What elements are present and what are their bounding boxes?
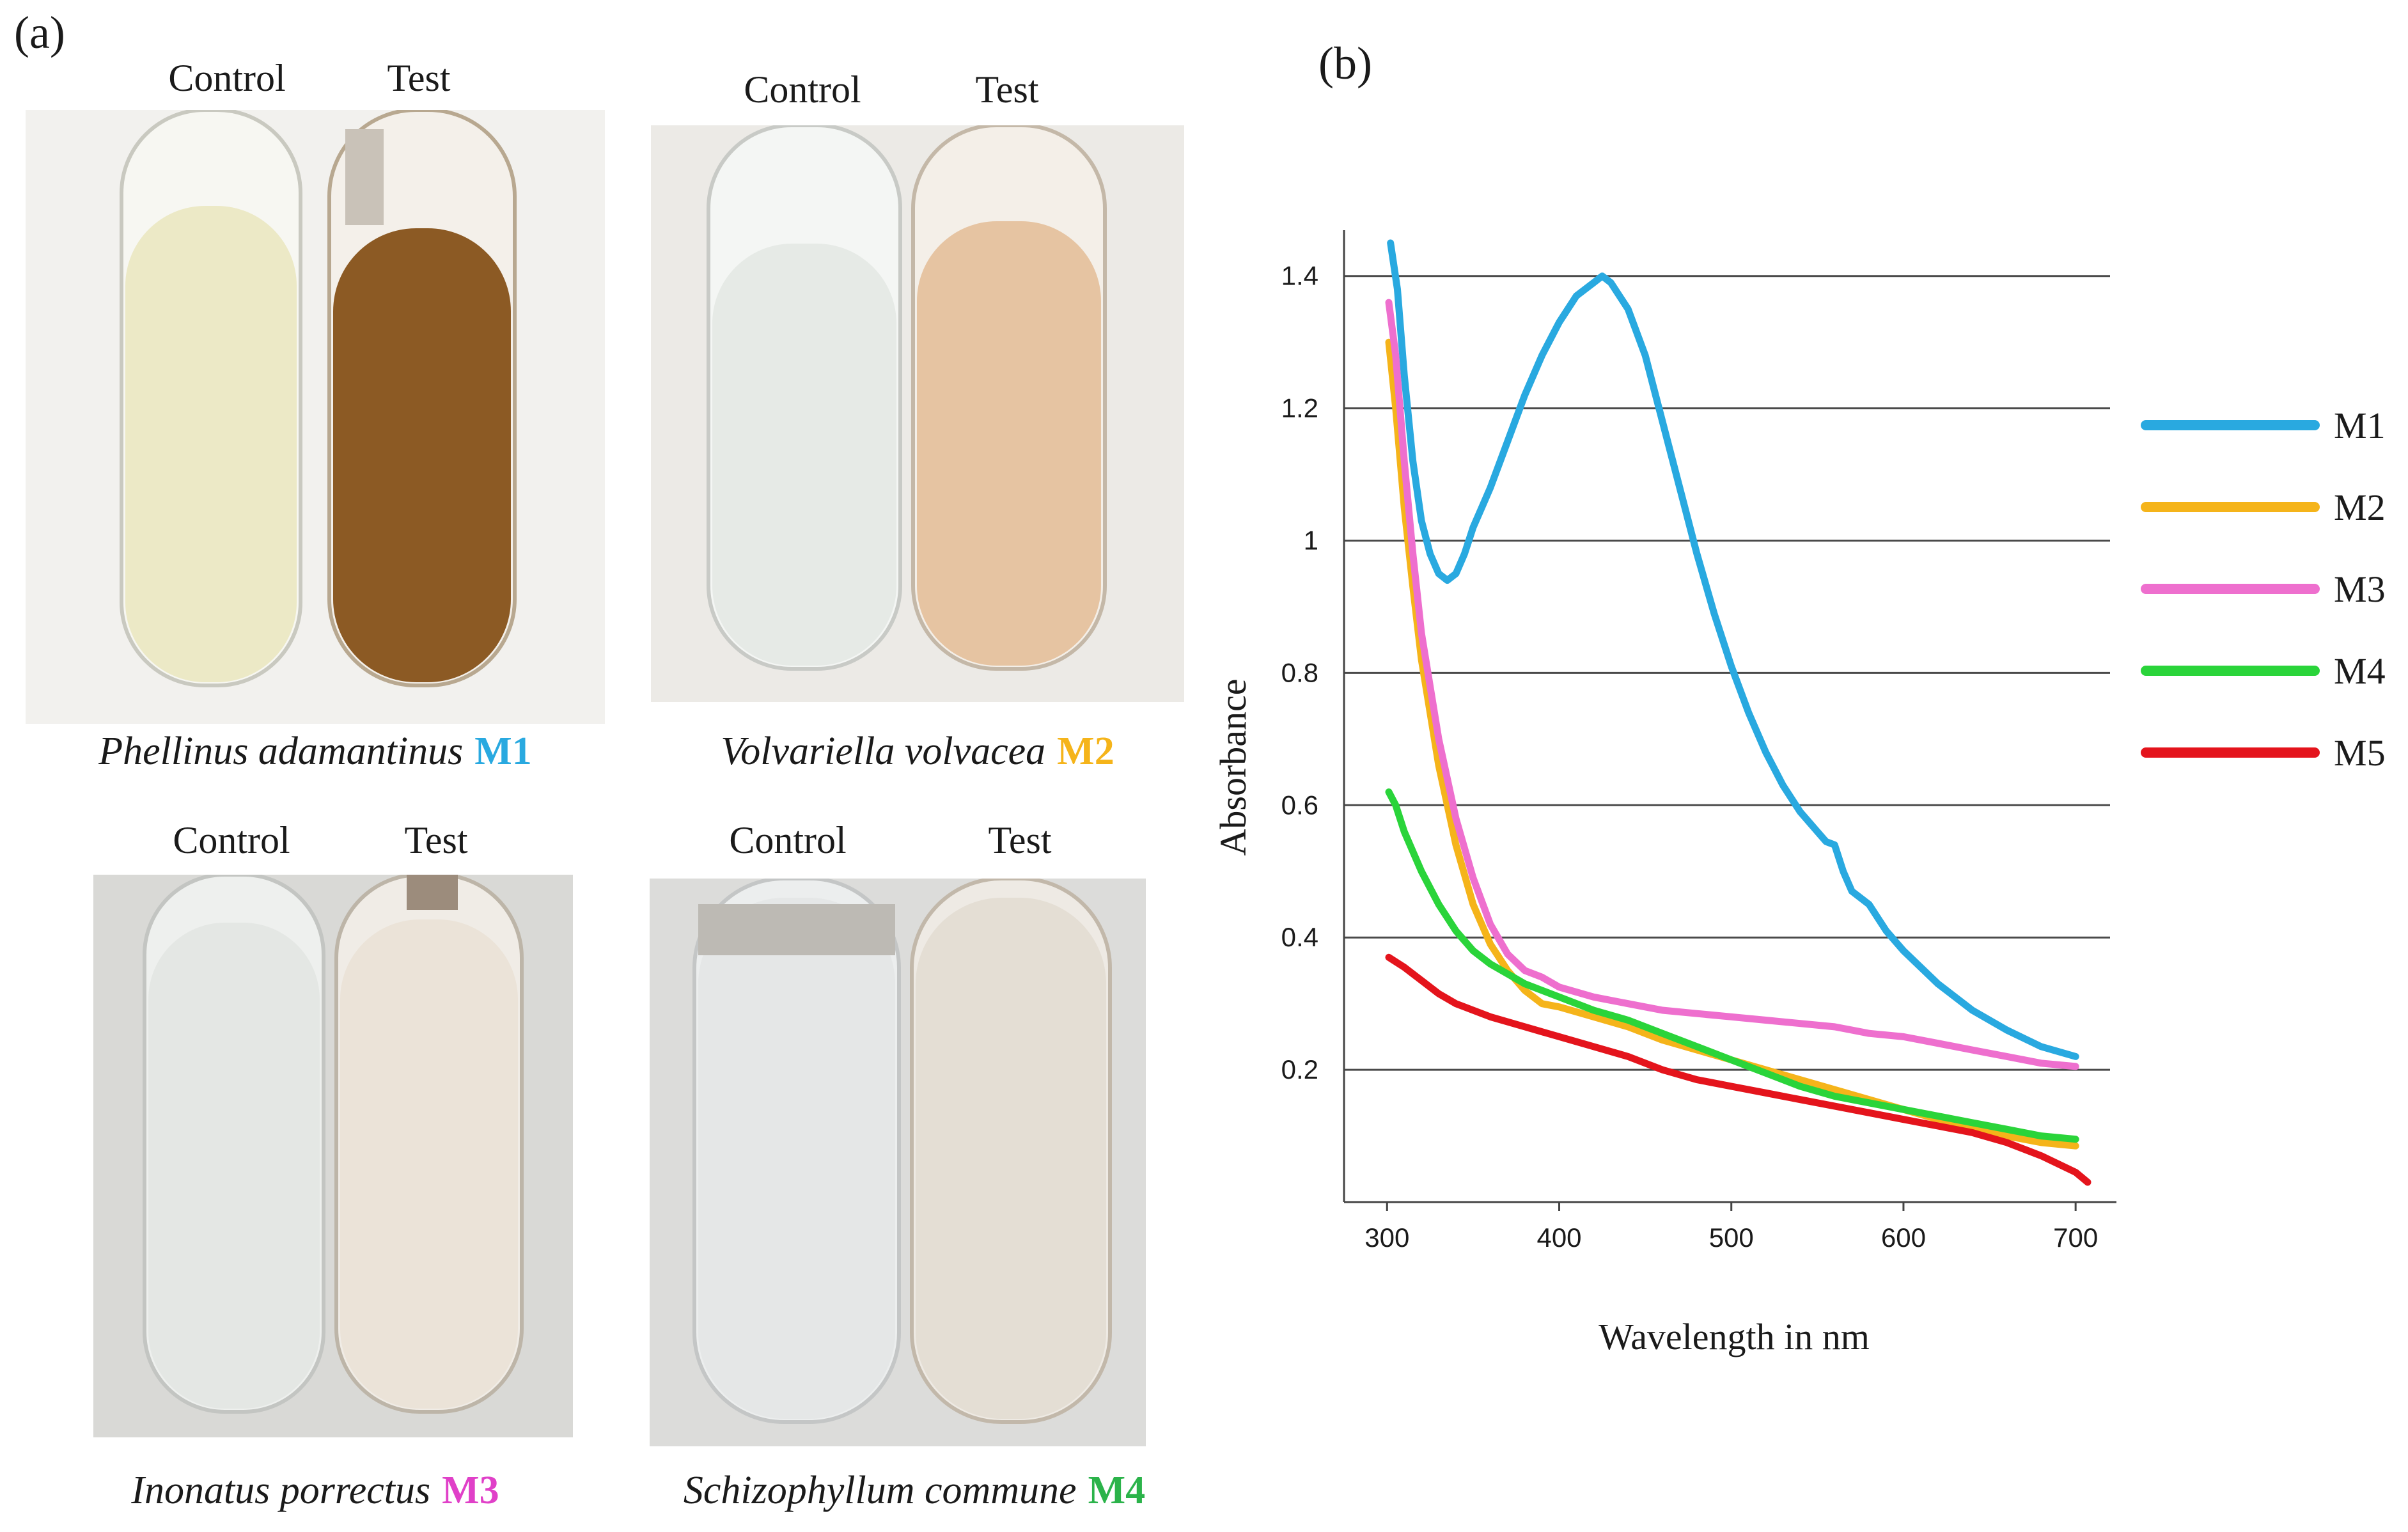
x-tick-label: 500 bbox=[1709, 1223, 1754, 1253]
photo-inonatus-tubes bbox=[93, 875, 573, 1437]
control-liquid bbox=[698, 898, 895, 1419]
series-line-m5 bbox=[1385, 953, 2091, 1186]
control-liquid bbox=[712, 244, 896, 666]
photo-3-control-label: Control bbox=[173, 819, 290, 861]
photo-1-test-label: Test bbox=[387, 57, 451, 99]
x-tick-label: 600 bbox=[1881, 1223, 1926, 1253]
x-tick-label: 300 bbox=[1364, 1223, 1409, 1253]
panel-b-label: (b) bbox=[1318, 38, 1372, 89]
series-lines bbox=[1385, 239, 2091, 1186]
series-line-m4 bbox=[1385, 788, 2079, 1143]
photo-2-test-label: Test bbox=[975, 68, 1039, 111]
test-tube-tag bbox=[345, 129, 384, 225]
legend-label-m5: M5 bbox=[2334, 732, 2386, 774]
y-tick-label: 1 bbox=[1304, 526, 1318, 556]
y-tick-label: 1.4 bbox=[1281, 261, 1318, 291]
photo-4-test-label: Test bbox=[988, 819, 1052, 861]
y-tick-label: 0.6 bbox=[1281, 790, 1318, 820]
test-liquid bbox=[916, 898, 1106, 1419]
photo-4-code: M4 bbox=[1088, 1469, 1146, 1512]
x-axis-title: Wavelength in nm bbox=[1599, 1316, 1870, 1357]
test-liquid bbox=[333, 228, 511, 682]
photo-2-species: Volvariella volvacea bbox=[721, 730, 1046, 773]
series-line-m2 bbox=[1385, 338, 2079, 1150]
photo-1-control-label: Control bbox=[168, 57, 286, 99]
photo-3-species: Inonatus porrectus bbox=[131, 1469, 431, 1512]
x-tick-label: 400 bbox=[1536, 1223, 1581, 1253]
photo-3-caption: Inonatus porrectus M3 bbox=[26, 1468, 605, 1513]
series-line-m3 bbox=[1385, 299, 2079, 1070]
y-axis-title: Absorbance bbox=[1212, 678, 1254, 856]
photo-3-code: M3 bbox=[442, 1469, 499, 1512]
y-tick-label: 0.4 bbox=[1281, 922, 1318, 952]
test-tube-tag bbox=[407, 875, 458, 910]
legend-label-m3: M3 bbox=[2334, 568, 2386, 610]
photo-4-control-label: Control bbox=[729, 819, 847, 861]
legend: M1 M2 M3 M4 M5 bbox=[2141, 405, 2386, 774]
test-liquid bbox=[340, 919, 518, 1409]
photo-3-test-label: Test bbox=[404, 819, 468, 861]
photo-1-caption: Phellinus adamantinus M1 bbox=[26, 729, 605, 774]
panel-a-label: (a) bbox=[14, 7, 65, 58]
photo-volvariella-tubes bbox=[651, 125, 1184, 702]
test-liquid bbox=[917, 221, 1101, 666]
photo-2-control-label: Control bbox=[744, 68, 861, 111]
legend-label-m1: M1 bbox=[2334, 405, 2386, 446]
series-line-m1 bbox=[1387, 239, 2079, 1060]
photo-1-species: Phellinus adamantinus bbox=[98, 730, 464, 773]
grid-lines bbox=[1344, 275, 2110, 1071]
control-liquid bbox=[148, 923, 320, 1409]
photo-phellinus-tubes bbox=[26, 110, 605, 724]
axes: 0.2 0.4 0.6 0.8 1 1.2 1.4 300 400 500 600 700 bbox=[1281, 230, 2116, 1253]
photo-2-caption: Volvariella volvacea M2 bbox=[651, 729, 1184, 774]
photo-4-species: Schizophyllum commune bbox=[683, 1469, 1077, 1512]
legend-label-m4: M4 bbox=[2334, 650, 2386, 692]
legend-label-m2: M2 bbox=[2334, 487, 2386, 528]
y-tick-label: 0.8 bbox=[1281, 657, 1318, 687]
photo-2-code: M2 bbox=[1057, 730, 1114, 773]
photo-4-caption: Schizophyllum commune M4 bbox=[633, 1468, 1196, 1513]
y-tick-label: 1.2 bbox=[1281, 393, 1318, 423]
photo-1-code: M1 bbox=[474, 730, 532, 773]
x-tick-label: 700 bbox=[2053, 1223, 2098, 1253]
photo-schizophyllum-tubes bbox=[650, 879, 1146, 1446]
control-liquid bbox=[125, 206, 297, 682]
y-tick-label: 0.2 bbox=[1281, 1054, 1318, 1084]
control-tube-tag bbox=[698, 904, 895, 955]
